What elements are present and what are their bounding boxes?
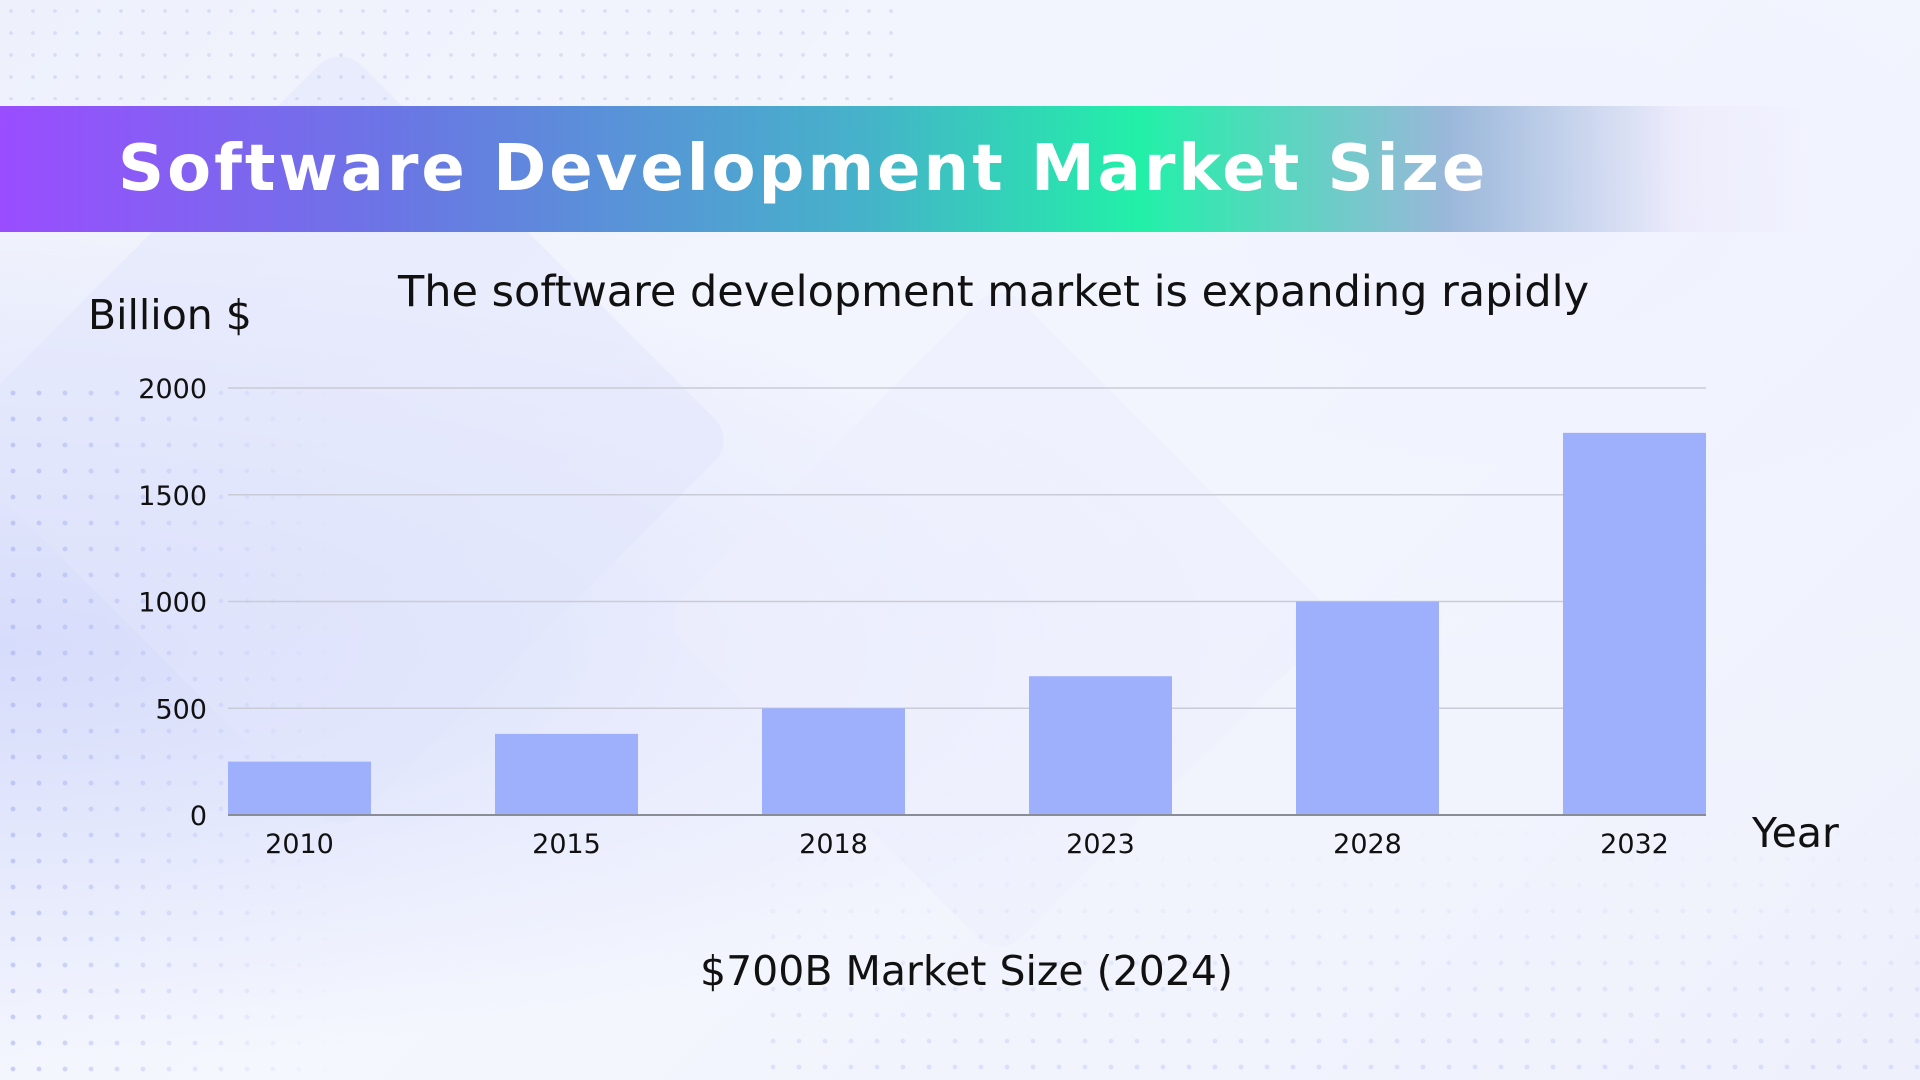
market-size-note: $700B Market Size (2024) bbox=[700, 947, 1233, 995]
y-tick-label: 2000 bbox=[138, 374, 207, 405]
grid-lines bbox=[228, 387, 1706, 709]
page-title: Software Development Market Size bbox=[118, 132, 1489, 206]
bar-2015 bbox=[495, 733, 638, 815]
bars bbox=[228, 432, 1706, 815]
bar-2018 bbox=[762, 708, 905, 815]
y-tick-label: 1500 bbox=[138, 481, 207, 512]
x-tick-label: 2028 bbox=[1333, 829, 1402, 860]
bar-2010 bbox=[228, 761, 371, 815]
bar-2028 bbox=[1296, 601, 1439, 815]
x-tick-label: 2010 bbox=[265, 829, 334, 860]
y-tick-label: 0 bbox=[190, 801, 207, 832]
x-tick-label: 2015 bbox=[532, 829, 601, 860]
y-tick-label: 1000 bbox=[138, 588, 207, 619]
y-tick-labels: 0 500 1000 1500 2000 bbox=[138, 374, 207, 832]
x-axis-label: Year bbox=[1752, 809, 1839, 857]
background-dot-pattern bbox=[760, 820, 1920, 1080]
background-dot-pattern bbox=[0, 0, 900, 100]
title-banner bbox=[0, 106, 1810, 232]
bar-2023 bbox=[1029, 676, 1172, 815]
chart-title: The software development market is expan… bbox=[398, 267, 1590, 317]
x-tick-label: 2018 bbox=[799, 829, 868, 860]
bar-2032 bbox=[1563, 432, 1706, 815]
y-tick-label: 500 bbox=[155, 694, 207, 725]
x-tick-label: 2023 bbox=[1066, 829, 1135, 860]
background-dot-pattern bbox=[0, 380, 340, 1080]
x-tick-labels: 2010 2015 2018 2023 2028 2032 bbox=[265, 829, 1669, 860]
x-tick-label: 2032 bbox=[1600, 829, 1669, 860]
y-axis-label: Billion $ bbox=[88, 291, 252, 339]
